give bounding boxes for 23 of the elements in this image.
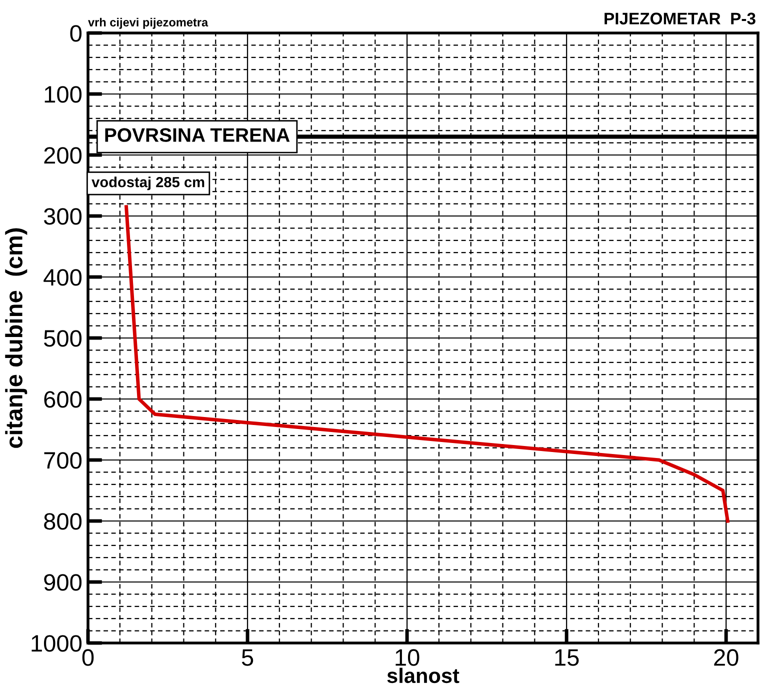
x-tick-label: 10 bbox=[396, 649, 420, 666]
y-tick-label: 300 bbox=[44, 208, 82, 225]
y-tick-label: 900 bbox=[44, 574, 82, 591]
y-tick-label: 800 bbox=[44, 513, 82, 530]
ref-line-label: POVRSINA TERENA bbox=[105, 128, 290, 142]
y-tick-label: 500 bbox=[44, 330, 82, 347]
y-tick-label: 100 bbox=[44, 86, 82, 103]
y-tick-label: 400 bbox=[44, 269, 82, 286]
text: vrh cijevi pijezometra bbox=[88, 18, 208, 29]
y-tick-label: 200 bbox=[44, 147, 82, 164]
y-axis-title: citanje dubine (cm) bbox=[5, 228, 28, 448]
annotation: vodostaj 285 cm bbox=[92, 176, 204, 190]
x-tick-label: 0 bbox=[82, 649, 94, 666]
chart-title: PIJEZOMETAR P-3 bbox=[604, 12, 756, 24]
x-tick-label: 20 bbox=[714, 649, 738, 666]
x-tick-label: 15 bbox=[555, 649, 579, 666]
line-series bbox=[124, 205, 730, 523]
y-tick-label: 1000 bbox=[32, 635, 82, 652]
x-tick-label: 5 bbox=[242, 649, 254, 666]
y-tick-label: 700 bbox=[44, 452, 82, 469]
y-tick-label: 0 bbox=[70, 25, 82, 42]
x-axis-title: slanost bbox=[387, 668, 460, 684]
y-tick-label: 600 bbox=[44, 391, 82, 408]
